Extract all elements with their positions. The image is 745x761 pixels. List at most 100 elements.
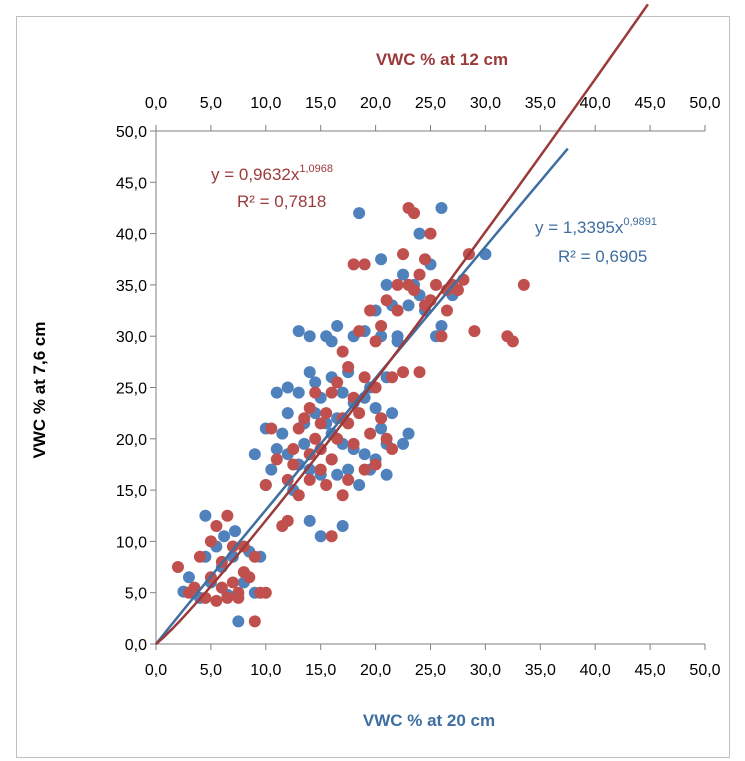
data-point-blue bbox=[380, 468, 393, 481]
blue-equation-exponent: 0,9891 bbox=[623, 216, 657, 228]
data-point-red bbox=[281, 473, 294, 486]
data-point-blue bbox=[336, 386, 349, 399]
data-point-blue bbox=[386, 407, 399, 420]
data-point-red bbox=[193, 550, 206, 563]
data-point-red bbox=[259, 586, 272, 599]
data-point-blue bbox=[413, 227, 426, 240]
y-tick-label: 30,0 bbox=[116, 329, 147, 346]
data-point-red bbox=[314, 463, 327, 476]
data-point-red bbox=[375, 412, 388, 425]
data-point-blue bbox=[402, 299, 415, 312]
data-point-red bbox=[440, 304, 453, 317]
x-top-tick-label: 40,0 bbox=[580, 95, 611, 112]
y-tick-label: 35,0 bbox=[116, 278, 147, 295]
data-point-red bbox=[221, 509, 234, 522]
red-r-squared: R² = 0,7818 bbox=[237, 192, 326, 211]
data-point-red bbox=[221, 591, 234, 604]
y-tick-label: 5,0 bbox=[125, 586, 147, 603]
series-red-points bbox=[171, 201, 530, 628]
data-point-blue bbox=[342, 463, 355, 476]
data-point-red bbox=[298, 412, 311, 425]
data-point-red bbox=[506, 335, 519, 348]
data-point-blue bbox=[375, 422, 388, 435]
data-point-red bbox=[226, 576, 239, 589]
data-point-blue bbox=[336, 520, 349, 533]
data-point-red bbox=[386, 443, 399, 456]
data-point-blue bbox=[397, 437, 410, 450]
data-point-blue bbox=[248, 448, 261, 461]
x-bottom-tick-label: 15,0 bbox=[305, 662, 336, 679]
data-point-blue bbox=[325, 335, 338, 348]
data-point-blue bbox=[303, 514, 316, 527]
data-point-red bbox=[204, 535, 217, 548]
data-point-blue bbox=[218, 530, 231, 543]
x-bottom-tick-label: 40,0 bbox=[580, 662, 611, 679]
y-tick-label: 20,0 bbox=[116, 432, 147, 449]
data-point-blue bbox=[309, 376, 322, 389]
y-axis-title: VWC % at 7,6 cm bbox=[30, 322, 49, 459]
data-point-red bbox=[517, 278, 530, 291]
data-point-red bbox=[309, 432, 322, 445]
y-tick-label: 10,0 bbox=[116, 534, 147, 551]
data-point-red bbox=[226, 540, 239, 553]
x-top-tick-label: 35,0 bbox=[525, 95, 556, 112]
y-tick-label: 45,0 bbox=[116, 175, 147, 192]
data-point-red bbox=[429, 278, 442, 291]
data-point-red bbox=[292, 489, 305, 502]
data-point-red bbox=[320, 407, 333, 420]
data-point-red bbox=[358, 463, 371, 476]
data-point-blue bbox=[380, 278, 393, 291]
trendline-red_line bbox=[155, 3, 649, 645]
data-point-red bbox=[248, 615, 261, 628]
data-point-red bbox=[391, 278, 404, 291]
trendlines-group bbox=[155, 3, 649, 645]
data-point-blue bbox=[331, 319, 344, 332]
data-point-red bbox=[325, 453, 338, 466]
x-top-tick-label: 45,0 bbox=[635, 95, 666, 112]
x-top-tick-labels: 0,0 5,0 10,0 15,0 20,0 25,0 30,0 35,0 40,0 45,0 50… bbox=[145, 95, 721, 112]
blue-r-squared: R² = 0,6905 bbox=[558, 247, 647, 266]
data-point-red bbox=[215, 581, 228, 594]
x-top-tick-label: 25,0 bbox=[415, 95, 446, 112]
x-bottom-tick-label: 20,0 bbox=[360, 662, 391, 679]
data-point-blue bbox=[303, 463, 316, 476]
data-point-red bbox=[232, 591, 245, 604]
blue-trend-equation: y = 1,3395x0,9891 bbox=[535, 216, 657, 237]
data-point-red bbox=[336, 489, 349, 502]
data-point-red bbox=[265, 422, 278, 435]
trendline-blue_line bbox=[155, 147, 569, 645]
data-point-red bbox=[331, 376, 344, 389]
data-point-red bbox=[380, 432, 393, 445]
data-point-red bbox=[364, 304, 377, 317]
data-point-red bbox=[303, 473, 316, 486]
data-point-red bbox=[248, 550, 261, 563]
data-point-blue bbox=[435, 319, 448, 332]
data-point-blue bbox=[358, 448, 371, 461]
x-top-tick-label: 5,0 bbox=[200, 95, 222, 112]
data-point-red bbox=[353, 325, 366, 338]
data-point-red bbox=[171, 561, 184, 574]
data-point-red bbox=[369, 458, 382, 471]
data-point-blue bbox=[331, 468, 344, 481]
data-point-red bbox=[364, 427, 377, 440]
data-point-red bbox=[325, 386, 338, 399]
data-point-red bbox=[347, 258, 360, 271]
data-point-red bbox=[408, 207, 421, 220]
data-point-red bbox=[325, 530, 338, 543]
data-point-red bbox=[210, 520, 223, 533]
data-point-red bbox=[347, 437, 360, 450]
data-point-red bbox=[408, 284, 421, 297]
data-point-blue bbox=[391, 335, 404, 348]
data-point-blue bbox=[276, 427, 289, 440]
x-top-tick-label: 15,0 bbox=[305, 95, 336, 112]
axes-group bbox=[150, 125, 706, 650]
data-point-red bbox=[243, 571, 256, 584]
data-point-blue bbox=[281, 407, 294, 420]
y-tick-label: 40,0 bbox=[116, 227, 147, 244]
data-point-blue bbox=[182, 571, 195, 584]
y-tick-label: 0,0 bbox=[125, 637, 147, 654]
x-bottom-tick-label: 30,0 bbox=[470, 662, 501, 679]
x-top-tick-label: 50,0 bbox=[689, 95, 720, 112]
blue-equation-prefix: y = 1,3395x bbox=[535, 218, 624, 237]
